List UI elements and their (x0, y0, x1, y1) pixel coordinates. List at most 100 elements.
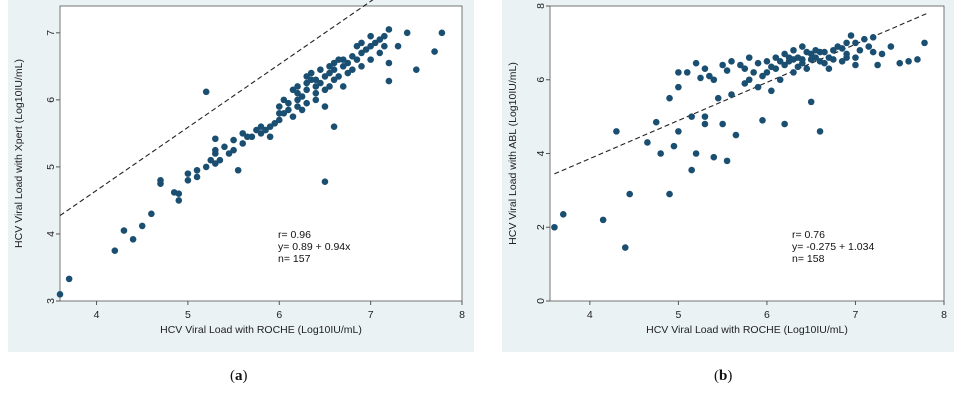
y-tick-label: 8 (535, 3, 547, 9)
data-point (852, 39, 859, 47)
stat-annotation: y= 0.89 + 0.94x (278, 241, 351, 253)
data-point (321, 103, 329, 110)
x-tick-label: 5 (675, 309, 681, 321)
data-point (821, 59, 828, 67)
data-point (807, 98, 815, 106)
data-point (371, 39, 379, 47)
data-point (335, 56, 342, 63)
data-point (303, 79, 310, 87)
data-point (294, 89, 301, 97)
data-point (719, 120, 726, 128)
data-point (794, 63, 802, 71)
data-point (385, 26, 393, 33)
data-point (303, 86, 310, 94)
data-point (830, 46, 837, 54)
data-point (335, 73, 342, 80)
data-point (358, 63, 365, 70)
data-point (644, 139, 651, 146)
data-point (754, 83, 762, 91)
data-point (321, 86, 329, 94)
data-point (230, 136, 237, 144)
x-axis-label: HCV Viral Load with ROCHE (Log10IU/mL) (160, 324, 362, 336)
data-point (381, 42, 388, 50)
data-point (652, 118, 660, 126)
data-point (285, 99, 292, 107)
data-point (294, 83, 301, 90)
data-point (65, 275, 73, 283)
data-point (266, 133, 274, 141)
data-point (657, 150, 664, 157)
data-point (896, 59, 904, 67)
data-point (613, 128, 620, 135)
data-point (599, 216, 607, 224)
data-point (745, 76, 753, 84)
data-point (212, 160, 219, 167)
y-axis-label: HCV Viral Load with ABL (Log10IU/mL) (507, 62, 519, 245)
data-point (626, 190, 633, 198)
y-tick-label: 7 (45, 30, 57, 36)
data-point (670, 142, 678, 150)
data-point (339, 83, 347, 90)
data-point (193, 173, 201, 181)
stat-annotation: n= 158 (792, 253, 825, 265)
data-point (193, 166, 201, 174)
data-point (289, 113, 297, 120)
data-point (719, 61, 726, 69)
data-point (317, 79, 324, 87)
data-point (692, 150, 700, 157)
data-point (367, 42, 374, 50)
data-point (803, 48, 811, 56)
data-point (799, 43, 806, 50)
data-point (701, 65, 709, 72)
data-point (385, 77, 393, 85)
data-point (317, 66, 324, 73)
x-tick-label: 5 (185, 309, 191, 321)
data-point (856, 46, 864, 54)
x-tick-label: 4 (94, 309, 100, 321)
data-point (683, 69, 691, 76)
data-point (905, 58, 912, 65)
data-point (381, 32, 388, 40)
data-point (737, 61, 744, 69)
data-point (874, 61, 881, 69)
plot-area (549, 5, 945, 302)
data-point (349, 52, 356, 60)
data-point (280, 96, 288, 104)
data-point (275, 116, 283, 124)
data-point (688, 113, 695, 120)
data-point (741, 65, 749, 72)
chart-panel-a: 4 5 6 7 8 3 4 5 6 7 HCV Viral Load with ROCHE (Log… (8, 0, 474, 352)
data-point (551, 223, 558, 231)
data-point (253, 126, 260, 134)
data-point (275, 103, 283, 110)
data-point (157, 177, 164, 184)
data-point (330, 76, 338, 84)
data-point (129, 236, 137, 243)
data-point (221, 143, 228, 151)
data-point (843, 54, 850, 61)
y-tick-label: 6 (45, 97, 57, 103)
data-point (759, 72, 766, 80)
y-tick-label: 4 (535, 150, 547, 156)
data-point (675, 69, 682, 76)
data-point (353, 42, 361, 50)
data-point (175, 197, 183, 204)
data-point (212, 146, 219, 154)
stat-annotation: n= 157 (278, 253, 311, 265)
y-tick-label: 3 (45, 298, 57, 304)
data-point (321, 178, 329, 185)
data-point (413, 66, 420, 73)
data-point (362, 46, 370, 53)
data-point (312, 83, 320, 90)
regression-line (59, 0, 374, 217)
data-point (216, 156, 224, 164)
data-point (262, 126, 269, 134)
data-point (230, 146, 237, 154)
data-point (275, 109, 283, 117)
data-point (914, 56, 921, 63)
data-point (710, 153, 718, 161)
data-point (326, 63, 333, 70)
data-point (825, 65, 833, 72)
data-point (723, 157, 731, 165)
data-point (675, 128, 682, 135)
